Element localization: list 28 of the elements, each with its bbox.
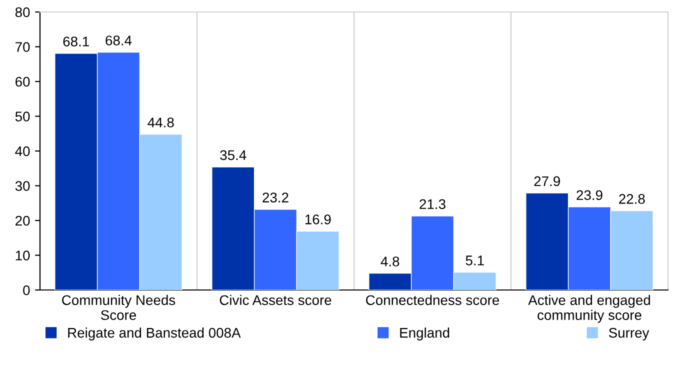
y-tick-label: 10 [16,250,30,260]
x-tick-label: Active and engaged community score [528,294,650,323]
data-label: 16.9 [305,214,331,224]
data-label: 4.8 [380,256,400,266]
legend-label: Surrey [608,328,650,340]
y-tick-label: 40 [15,146,30,156]
data-label: 68.4 [106,36,132,46]
legend-label: England [400,328,450,340]
data-label: 68.1 [63,36,89,46]
data-label: 27.9 [534,176,560,186]
data-label: 44.8 [148,118,174,128]
x-tick-label: Community Needs Score [62,294,176,320]
y-tick-label: 30 [15,181,30,191]
x-tick-label: Connectedness score [366,294,500,306]
data-label: 35.4 [220,150,246,160]
legend-label: Reigate and Banstead 008A [68,328,241,340]
data-label: 22.8 [619,194,645,204]
x-tick-label: Civic Assets score [220,294,332,306]
data-label: 21.3 [420,199,446,210]
y-tick-label: 70 [16,42,30,52]
y-tick-label: 60 [16,76,30,87]
y-tick-label: 0 [23,285,30,296]
data-label: 23.9 [576,190,602,200]
y-tick-label: 50 [15,112,30,122]
data-label: 5.1 [466,256,484,266]
data-label: 23.2 [262,192,288,202]
y-tick-label: 20 [16,216,30,226]
y-tick-label: 80 [15,7,30,18]
